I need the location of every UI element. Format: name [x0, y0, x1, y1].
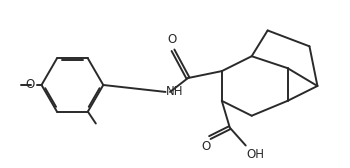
Text: OH: OH — [247, 149, 265, 161]
Text: NH: NH — [166, 85, 183, 98]
Text: O: O — [167, 33, 177, 46]
Text: O: O — [26, 78, 35, 92]
Text: O: O — [201, 140, 210, 153]
